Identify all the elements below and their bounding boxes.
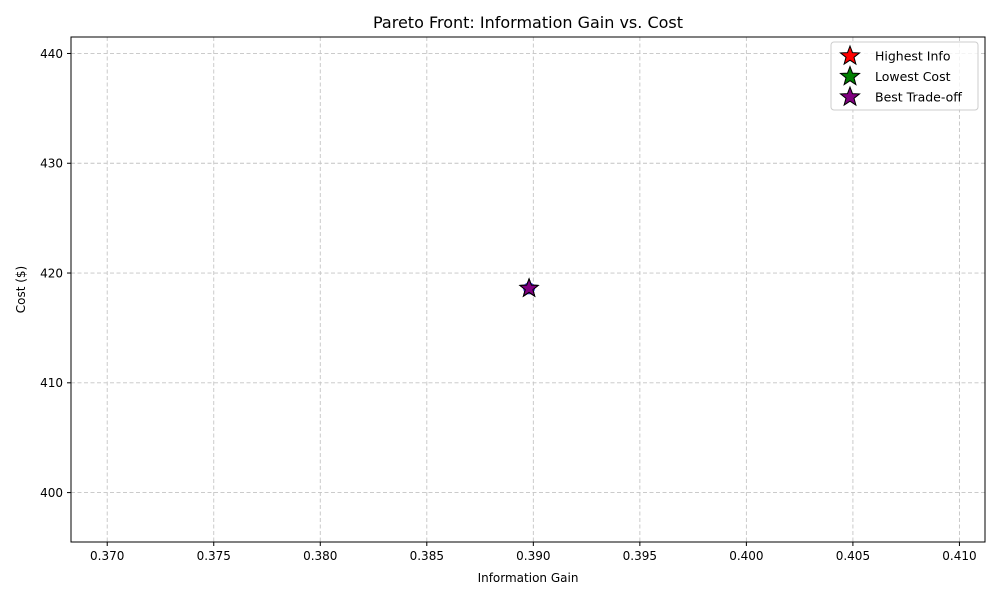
legend-label: Lowest Cost	[875, 69, 951, 84]
y-axis: 400 410 420 430 440	[40, 47, 71, 500]
y-tick-label: 420	[40, 266, 63, 280]
legend-marker	[839, 65, 861, 86]
chart-title: Pareto Front: Information Gain vs. Cost	[373, 13, 683, 32]
y-tick-label: 410	[40, 376, 63, 390]
plot-area-frame	[70, 36, 986, 543]
legend-label: Best Trade-off	[875, 90, 962, 105]
y-tick-label: 400	[40, 486, 63, 500]
x-tick-label: 0.400	[729, 549, 763, 563]
highlight-star	[518, 277, 540, 298]
x-tick-label: 0.380	[303, 549, 337, 563]
legend: Highest Info Lowest Cost Best Trade-off	[830, 41, 979, 111]
x-axis: 0.370 0.375 0.380 0.385 0.390 0.395 0.400 0.405…	[90, 542, 977, 563]
x-tick-label: 0.385	[410, 549, 444, 563]
data-points	[518, 277, 540, 298]
x-tick-label: 0.375	[197, 549, 231, 563]
y-axis-label: Cost ($)	[14, 266, 28, 314]
x-tick-label: 0.410	[942, 549, 976, 563]
y-tick-label: 430	[40, 157, 63, 171]
legend-marker	[839, 85, 861, 107]
x-tick-label: 0.390	[516, 549, 550, 563]
x-tick-label: 0.395	[623, 549, 657, 563]
x-tick-label: 0.405	[836, 549, 870, 563]
legend-box	[830, 41, 979, 111]
legend-label: Highest Info	[875, 49, 950, 64]
x-axis-label: Information Gain	[478, 571, 579, 585]
grid	[71, 37, 985, 542]
x-tick-label: 0.370	[90, 549, 124, 563]
y-tick-label: 440	[40, 47, 63, 61]
legend-marker	[839, 44, 861, 66]
